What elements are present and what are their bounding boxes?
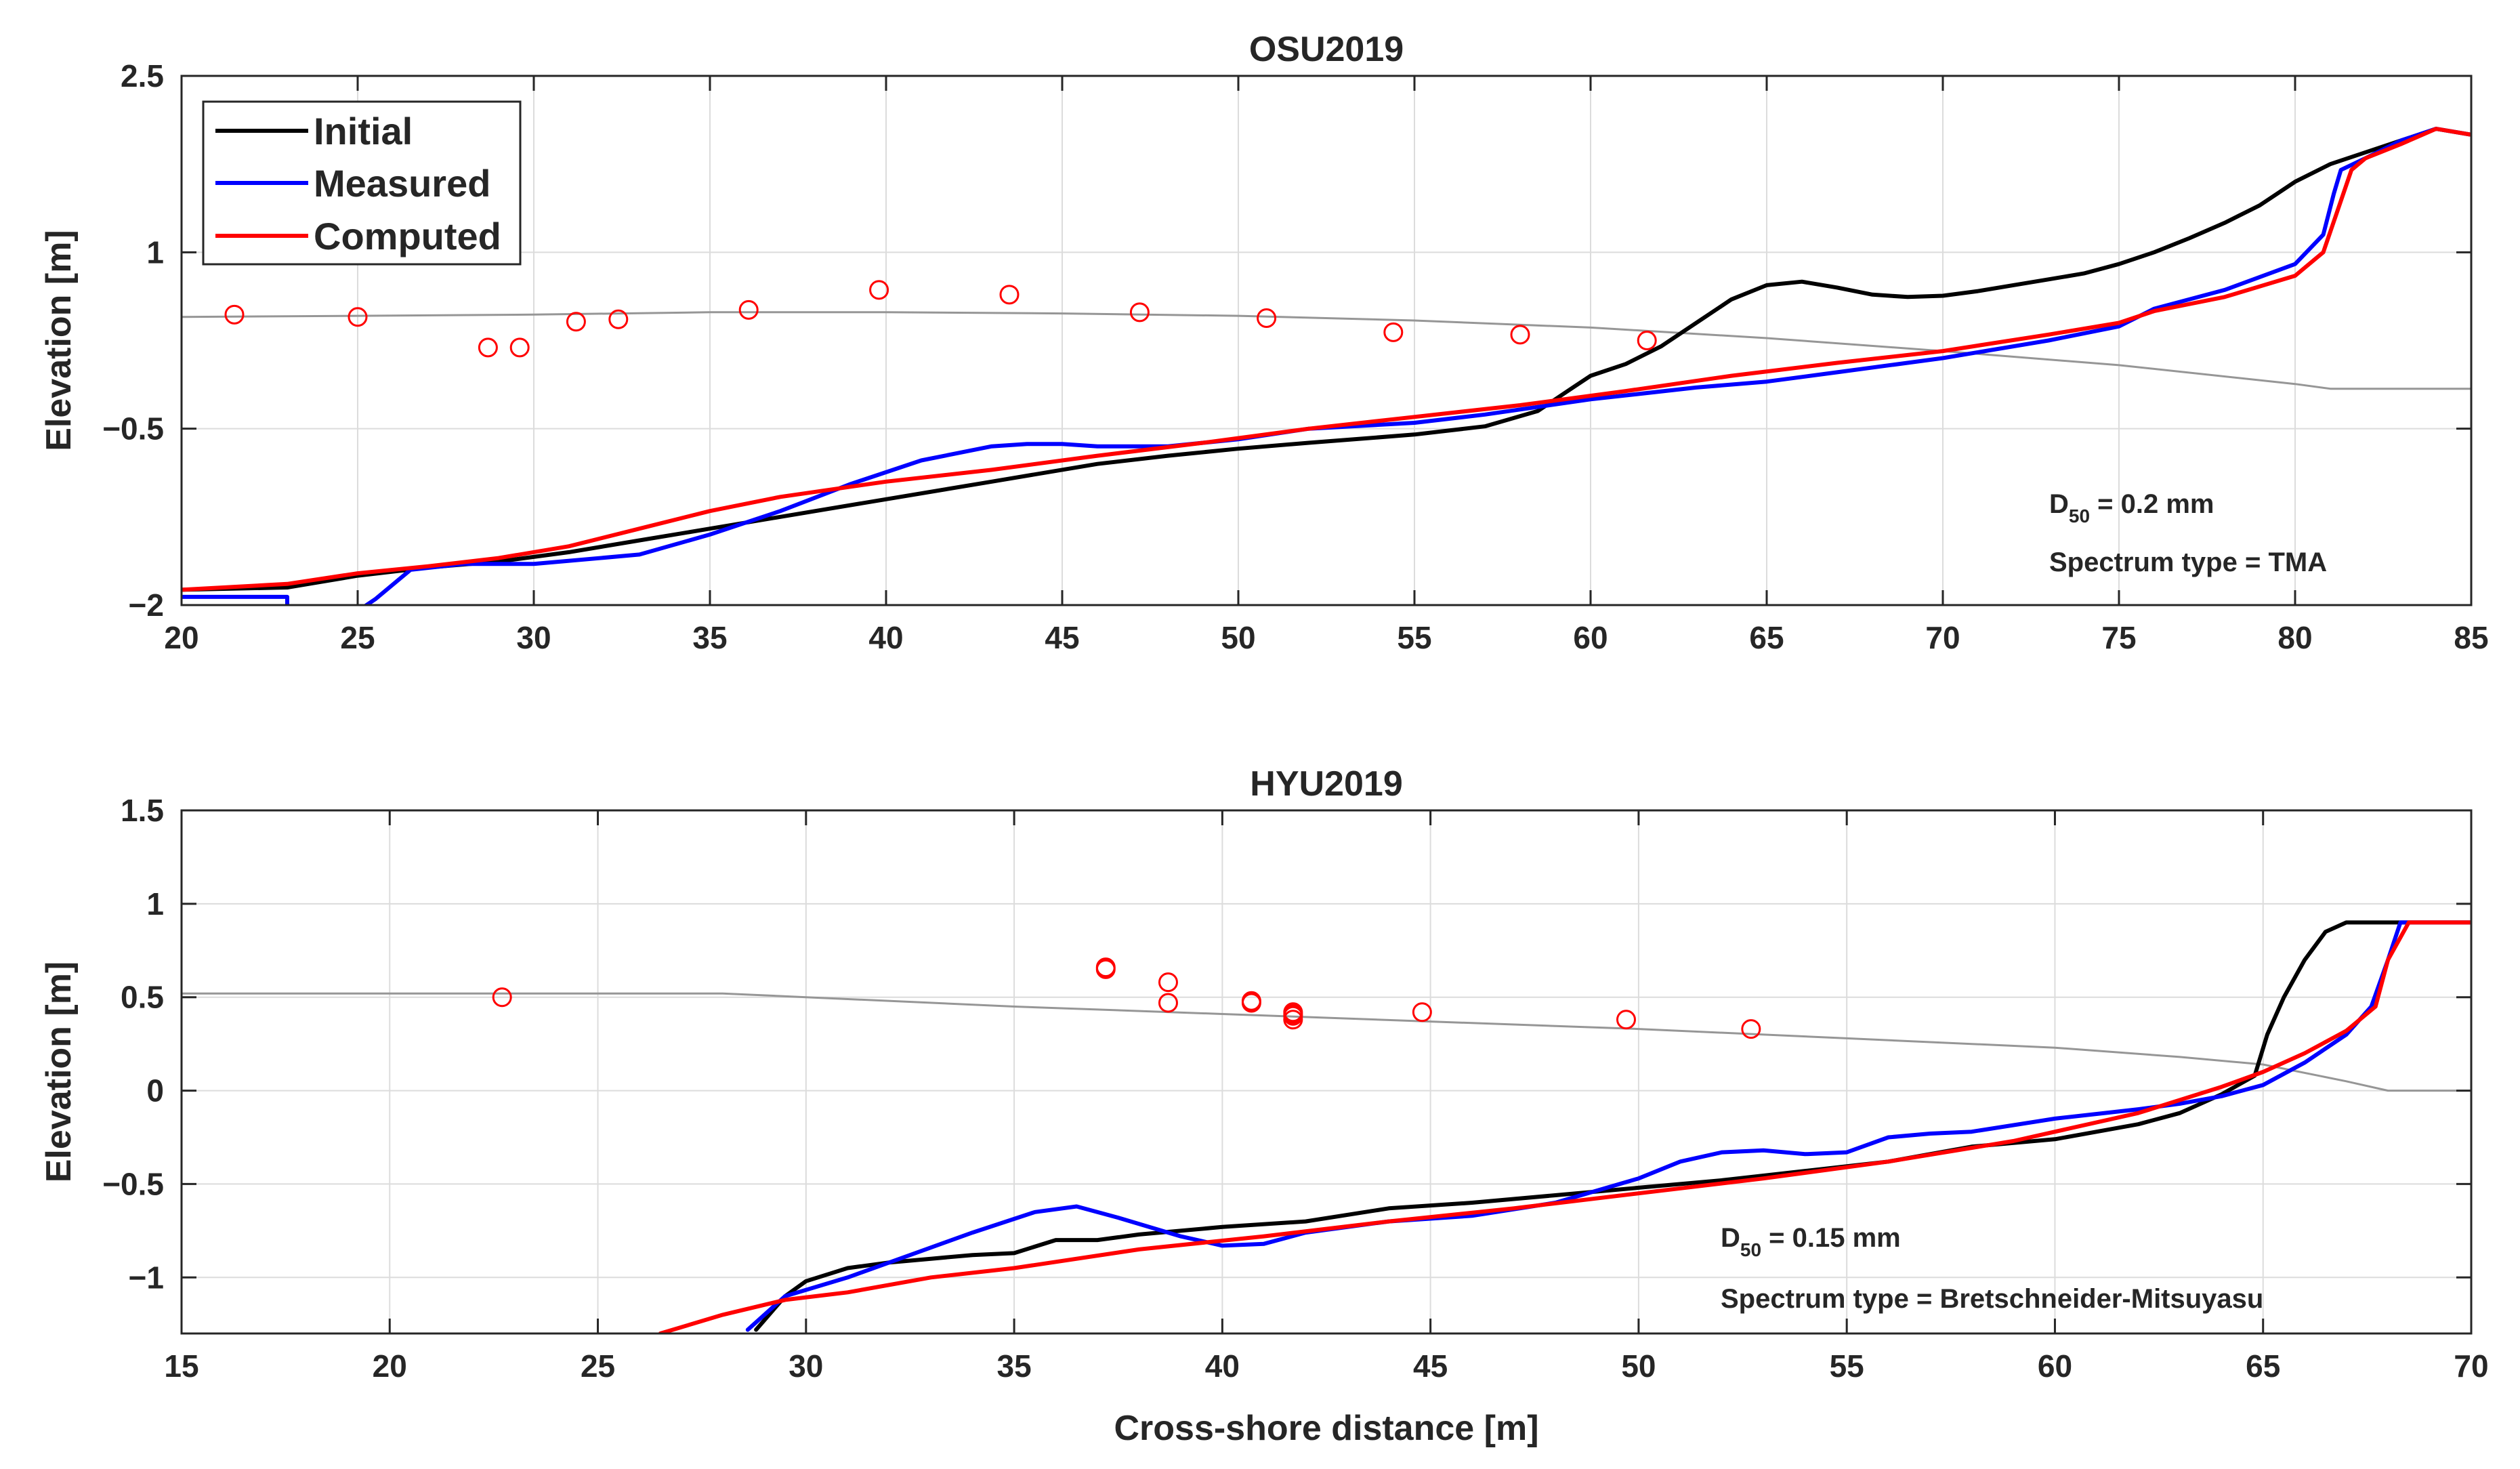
osu2019-marker	[1510, 325, 1530, 345]
hyu2019-xtick-label: 65	[2246, 1348, 2280, 1384]
osu2019-xtick-label: 70	[1925, 620, 1960, 655]
osu2019-series-water-level	[182, 311, 2471, 390]
osu2019-series-computed	[182, 127, 2471, 592]
osu2019-ytick-label: 2.5	[121, 58, 164, 94]
osu2019-xtick-label: 35	[692, 620, 727, 655]
hyu2019-marker	[1241, 991, 1261, 1011]
osu2019-marker	[478, 337, 498, 358]
hyu2019-annotation: D50 = 0.15 mm Spectrum type = Bretschnei…	[1721, 1223, 2263, 1314]
hyu2019-ytick-label: 1.5	[121, 793, 164, 828]
hyu2019-axes-box	[180, 809, 2473, 1335]
hyu2019-markers	[492, 957, 1761, 1039]
osu2019-marker	[348, 307, 368, 327]
osu2019-marker	[1257, 308, 1277, 329]
osu2019-spectrum-annotation: Spectrum type = TMA	[2049, 547, 2327, 577]
osu2019-ylabel: Elevation [m]	[39, 230, 79, 451]
hyu2019-xtick-label: 45	[1413, 1348, 1448, 1384]
osu2019-xtick-label: 50	[1221, 620, 1255, 655]
hyu2019-series-initial	[754, 920, 2471, 1332]
osu2019-xtick-label: 30	[516, 620, 551, 655]
hyu2019-xtick-label: 55	[1830, 1348, 1864, 1384]
osu2019-marker	[1637, 331, 1657, 350]
hyu2019-series	[182, 920, 2471, 1333]
hyu2019-xtick-label: 70	[2454, 1348, 2488, 1384]
hyu2019-xtick-label: 20	[373, 1348, 407, 1384]
osu2019-marker	[566, 312, 586, 332]
hyu2019-series-water-level	[182, 992, 2471, 1092]
hyu2019-ytick-label: 0.5	[121, 980, 164, 1015]
osu2019-marker	[1383, 322, 1404, 342]
x-axis-label: Cross-shore distance [m]	[1114, 1409, 1538, 1448]
hyu2019-marker	[1095, 957, 1116, 978]
osu2019-ytick-label: −0.5	[102, 411, 164, 447]
osu2019-xtick-label: 45	[1045, 620, 1079, 655]
osu2019-marker	[608, 309, 629, 329]
legend-label-measured: Measured	[314, 162, 490, 205]
legend-label-computed: Computed	[314, 215, 501, 257]
legend-entry-computed: Computed	[215, 215, 501, 257]
osu2019-axes-background	[182, 76, 2471, 605]
hyu2019-marker	[1283, 1004, 1303, 1025]
hyu2019-ytick-label: 0	[146, 1073, 164, 1109]
hyu2019-series-measured	[745, 920, 2471, 1332]
hyu2019-axes-background	[182, 810, 2471, 1333]
hyu2019-marker	[1412, 1002, 1432, 1022]
osu2019-xtick-label: 80	[2277, 620, 2312, 655]
hyu2019-xtick-label: 25	[581, 1348, 615, 1384]
osu2019-d50-annotation: D50 = 0.2 mm	[2049, 489, 2214, 526]
hyu2019-xtick-label: 40	[1205, 1348, 1240, 1384]
osu2019-xtick-label: 25	[340, 620, 375, 655]
osu2019-ticks: 20 25 30 35 40 45 50 55 60 65 70 75 80 85 −2 −0.5 1 2.5	[102, 58, 2488, 655]
hyu2019-title: HYU2019	[1250, 764, 1402, 804]
legend-entry-initial: Initial	[215, 110, 413, 152]
hyu2019-spectrum-annotation: Spectrum type = Bretschneider-Mitsuyasu	[1721, 1284, 2263, 1314]
hyu2019-marker	[492, 987, 512, 1008]
osu2019-marker	[738, 299, 759, 320]
osu2019-annotation: D50 = 0.2 mm Spectrum type = TMA	[2049, 489, 2327, 577]
hyu2019-plot: 15 20 25 30 35 40 45 50 55 60 65 70 −1 −0.5 0 0.5 1 1.5 H…	[39, 764, 2489, 1384]
osu2019-marker	[224, 304, 245, 325]
osu2019-marker	[509, 337, 530, 358]
hyu2019-xtick-label: 50	[1621, 1348, 1656, 1384]
hyu2019-marker	[1616, 1010, 1636, 1030]
osu2019-xtick-label: 85	[2454, 620, 2488, 655]
osu2019-xtick-label: 65	[1749, 620, 1784, 655]
hyu2019-xtick-label: 35	[997, 1348, 1032, 1384]
osu2019-xtick-label: 40	[868, 620, 903, 655]
legend-entry-measured: Measured	[215, 162, 490, 205]
hyu2019-ytick-label: −1	[129, 1260, 164, 1295]
hyu2019-xtick-label: 30	[789, 1348, 823, 1384]
osu2019-markers	[224, 280, 1657, 358]
hyu2019-ticks: 15 20 25 30 35 40 45 50 55 60 65 70 −1 −0.5 0 0.5 1 1.5	[102, 793, 2488, 1384]
hyu2019-marker	[1741, 1019, 1761, 1039]
hyu2019-xtick-label: 15	[164, 1348, 198, 1384]
legend-label-initial: Initial	[314, 110, 413, 152]
hyu2019-ytick-label: 1	[146, 886, 164, 922]
hyu2019-ylabel: Elevation [m]	[39, 961, 79, 1183]
osu2019-axes-box	[180, 75, 2473, 606]
hyu2019-marker	[1158, 993, 1178, 1013]
osu2019-xtick-label: 60	[1573, 620, 1608, 655]
hyu2019-d50-annotation: D50 = 0.15 mm	[1721, 1223, 1901, 1260]
hyu2019-marker	[1158, 972, 1178, 993]
osu2019-ytick-label: 1	[146, 234, 164, 270]
osu2019-xtick-label: 20	[164, 620, 198, 655]
osu2019-marker	[999, 285, 1020, 305]
osu2019-plot: 20 25 30 35 40 45 50 55 60 65 70 75 80 85 −2 −0.5 1 2.5 O…	[39, 30, 2489, 655]
osu2019-title: OSU2019	[1249, 30, 1404, 69]
hyu2019-series-computed	[658, 920, 2471, 1333]
osu2019-marker	[869, 280, 889, 300]
osu2019-series	[182, 127, 2471, 605]
osu2019-ytick-label: −2	[129, 587, 164, 623]
osu2019-xtick-label: 55	[1397, 620, 1431, 655]
osu2019-marker	[1129, 302, 1150, 323]
hyu2019-xtick-label: 60	[2038, 1348, 2072, 1384]
osu2019-xtick-label: 75	[2101, 620, 2136, 655]
hyu2019-ytick-label: −0.5	[102, 1166, 164, 1201]
legend: Initial Measured Computed	[202, 100, 522, 266]
